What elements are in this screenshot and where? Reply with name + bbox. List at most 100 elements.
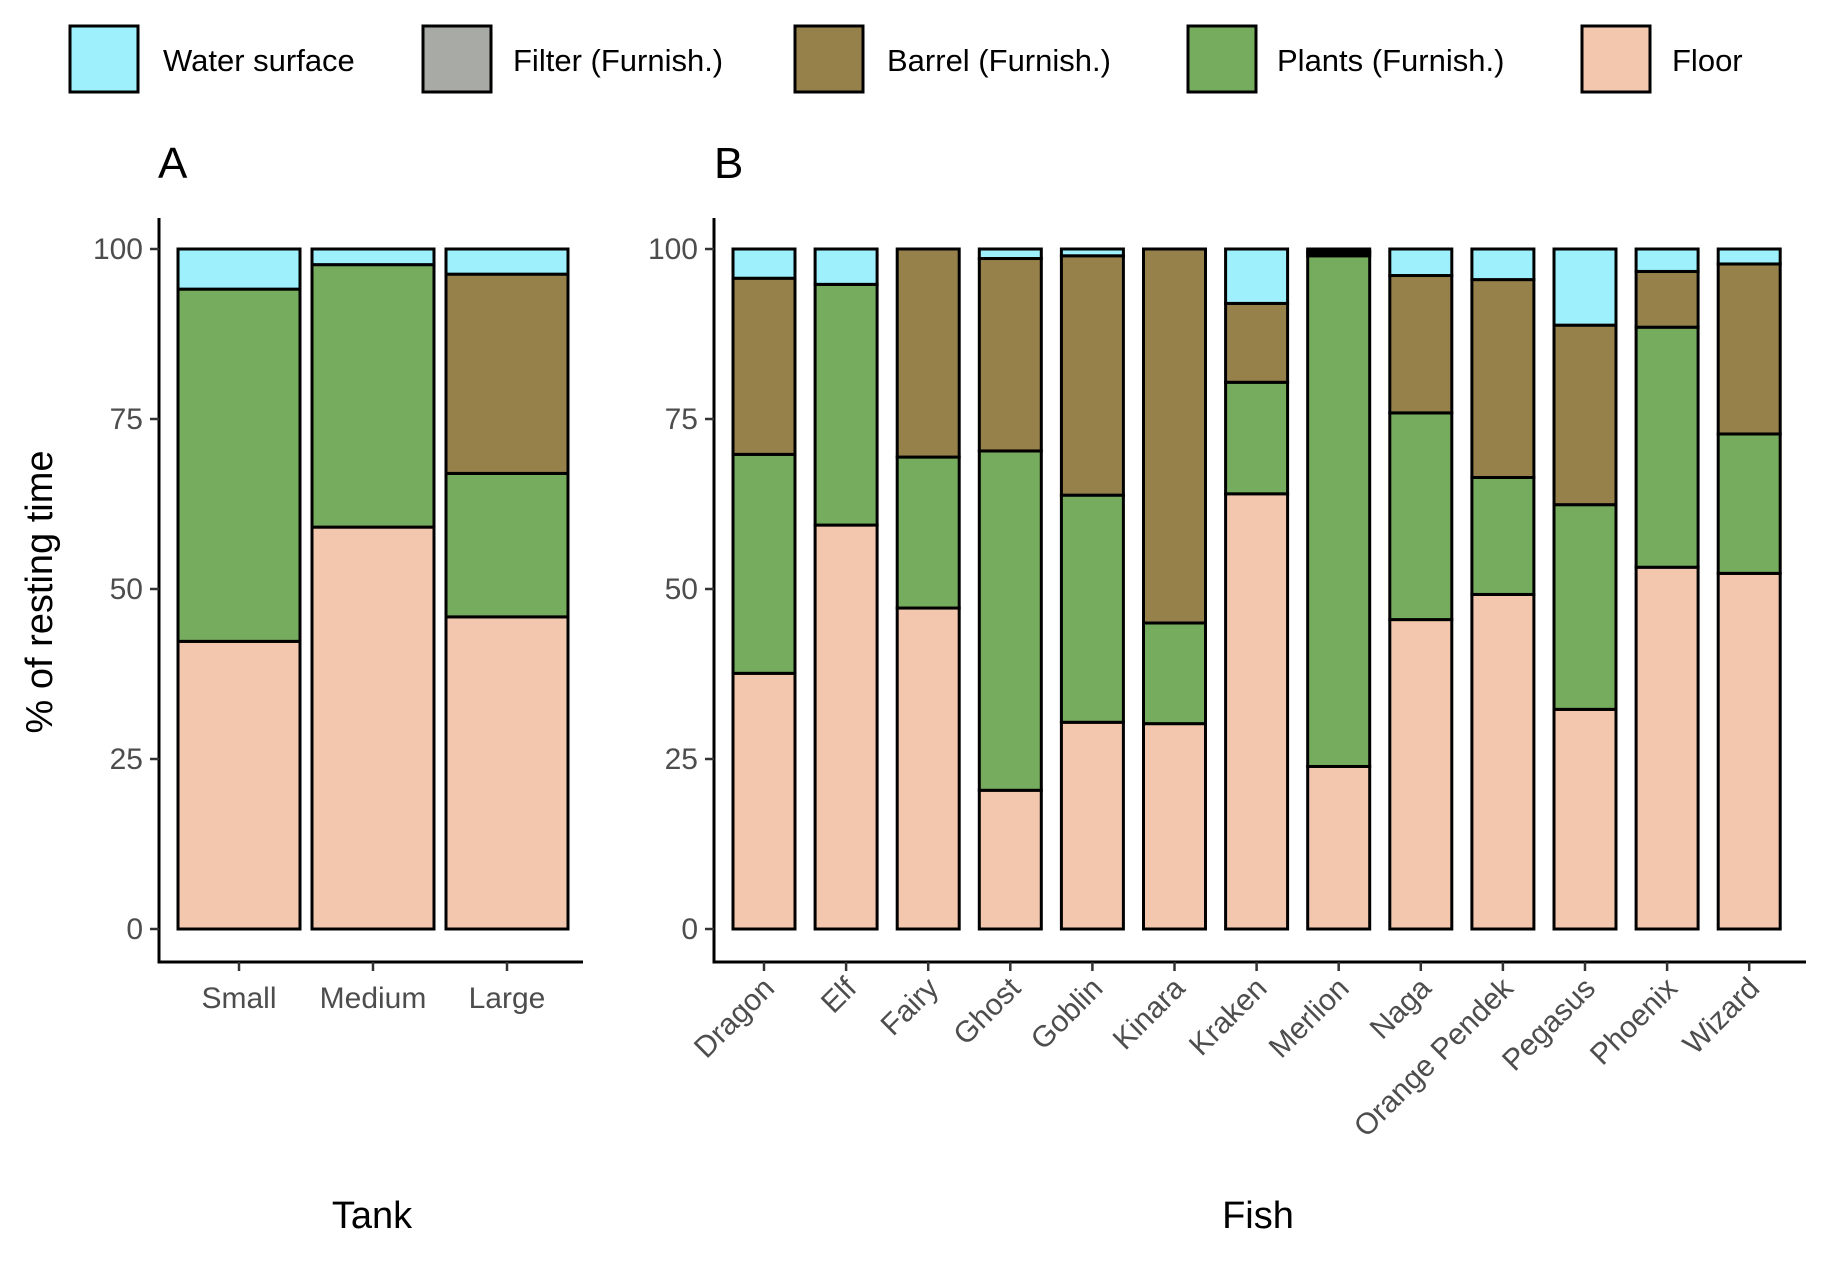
x-tick-label: Fairy: [875, 972, 945, 1042]
x-tick-label: Small: [201, 982, 276, 1015]
bar-segment-large-floor: [444, 615, 570, 931]
y-tick-label: 0: [681, 913, 698, 946]
bar-segment-goblin-plants: [1059, 493, 1125, 724]
x-tick-label: Large: [469, 982, 546, 1015]
x-axis-title-tank: Tank: [332, 1195, 413, 1237]
bar-segment-pegasus-barrel: [1552, 323, 1618, 507]
bar-segment-orange-pendek-floor: [1470, 592, 1536, 931]
bar-segment-goblin-floor: [1059, 720, 1125, 931]
legend-swatch-0: [68, 24, 140, 94]
bar-segment-orange-pendek-barrel: [1470, 278, 1536, 479]
bar-segment-fairy-plants: [895, 455, 961, 610]
bar-segment-wizard-barrel: [1716, 262, 1782, 436]
bar-segment-merlion-plants: [1306, 254, 1372, 768]
x-tick-label: Dragon: [688, 972, 781, 1065]
bar-segment-goblin-water: [1059, 247, 1125, 258]
bar-segment-dragon-barrel: [731, 276, 797, 456]
bar-segment-merlion-water: [1306, 247, 1372, 253]
legend-label-2: Barrel (Furnish.): [887, 43, 1111, 78]
bar-segment-elf-floor: [813, 523, 879, 931]
bar-segment-pegasus-floor: [1552, 707, 1618, 931]
bar-segment-dragon-floor: [731, 671, 797, 931]
y-tick-label: 75: [665, 403, 698, 436]
x-axis-title-fish: Fish: [1222, 1195, 1294, 1237]
bar-segment-naga-water: [1388, 247, 1454, 278]
bar-segment-dragon-plants: [731, 452, 797, 675]
bar-segment-kraken-barrel: [1224, 301, 1290, 384]
bar-segment-ghost-floor: [977, 788, 1043, 931]
bar-segment-wizard-plants: [1716, 432, 1782, 575]
legend-label-0: Water surface: [163, 43, 355, 78]
bar-segment-pegasus-water: [1552, 247, 1618, 327]
bar-segment-kraken-plants: [1224, 380, 1290, 496]
y-tick-label: 0: [126, 913, 143, 946]
legend: Water surface Filter (Furnish.) Barrel (Fu…: [68, 24, 1743, 94]
legend-swatch-4: [1580, 24, 1652, 94]
legend-label-1: Filter (Furnish.): [513, 43, 723, 78]
bar-segment-wizard-water: [1716, 247, 1782, 266]
bar-segment-goblin-barrel: [1059, 254, 1125, 497]
y-tick-label: 100: [93, 233, 143, 266]
bar-segment-medium-floor: [310, 525, 436, 931]
panel-a-label: A: [158, 139, 188, 188]
bar-segment-phoenix-barrel: [1634, 269, 1700, 329]
legend-label-3: Plants (Furnish.): [1277, 43, 1504, 78]
legend-swatch-2: [793, 24, 865, 94]
bar-segment-small-plants: [176, 287, 302, 643]
bar-segment-naga-floor: [1388, 618, 1454, 931]
bar-segment-large-water: [444, 247, 570, 276]
bar-segment-pegasus-plants: [1552, 503, 1618, 711]
bar-segment-small-floor: [176, 639, 302, 931]
y-tick-label: 75: [110, 403, 143, 436]
x-tick-label: Elf: [815, 971, 864, 1020]
bar-segment-kinara-floor: [1142, 722, 1207, 931]
bar-segment-kraken-water: [1224, 247, 1290, 305]
bar-segment-elf-plants: [813, 282, 879, 527]
bar-segment-ghost-plants: [977, 449, 1043, 792]
bar-segment-naga-barrel: [1388, 274, 1454, 415]
bar-segment-naga-plants: [1388, 411, 1454, 622]
bar-segment-merlion-floor: [1306, 764, 1372, 931]
legend-swatch-1: [421, 24, 493, 94]
bar-segment-small-water: [176, 247, 302, 291]
bar-segment-orange-pendek-plants: [1470, 475, 1536, 596]
x-tick-label: Phoenix: [1584, 972, 1684, 1072]
bar-segment-ghost-water: [977, 247, 1043, 261]
bar-segment-kinara-barrel: [1142, 247, 1207, 625]
panel-b-label: B: [714, 139, 743, 188]
x-tick-label: Medium: [320, 982, 427, 1015]
x-tick-label: Ghost: [947, 971, 1027, 1051]
bar-segment-medium-water: [310, 247, 436, 267]
bar-segment-ghost-barrel: [977, 257, 1043, 453]
x-tick-label: Naga: [1364, 971, 1438, 1045]
x-tick-label: Goblin: [1025, 972, 1110, 1057]
y-tick-label: 25: [665, 743, 698, 776]
bar-segment-medium-plants: [310, 263, 436, 529]
bar-segment-large-plants: [444, 471, 570, 619]
bar-segment-kinara-plants: [1142, 621, 1207, 726]
bar-segment-phoenix-water: [1634, 247, 1700, 273]
bar-segment-orange-pendek-water: [1470, 247, 1536, 282]
panel-b-fish: 0 25 50 75 100 Dragon Elf Fairy GhostGoblinKinar…: [648, 218, 1806, 1144]
x-tick-label: Kinara: [1107, 971, 1192, 1056]
bar-segment-dragon-water: [731, 247, 797, 280]
y-tick-label: 100: [648, 233, 698, 266]
bar-segment-large-barrel: [444, 272, 570, 475]
y-tick-label: 25: [110, 743, 143, 776]
legend-swatch-3: [1186, 24, 1258, 94]
y-axis-title: % of resting time: [19, 451, 61, 734]
legend-label-4: Floor: [1672, 43, 1743, 78]
bar-segment-phoenix-floor: [1634, 565, 1700, 931]
bar-segment-wizard-floor: [1716, 571, 1782, 931]
x-tick-label: Merlion: [1263, 972, 1356, 1065]
y-tick-label: 50: [665, 573, 698, 606]
panel-a-tank: 0 25 50 75 100 Small Medium Large: [93, 218, 583, 1015]
bar-segment-elf-water: [813, 247, 879, 286]
x-tick-label: Wizard: [1677, 972, 1766, 1061]
bar-segment-kraken-floor: [1224, 492, 1290, 931]
y-tick-label: 50: [110, 573, 143, 606]
x-tick-label: Kraken: [1183, 972, 1274, 1063]
bar-segment-fairy-barrel: [895, 247, 961, 459]
bar-segment-phoenix-plants: [1634, 325, 1700, 569]
